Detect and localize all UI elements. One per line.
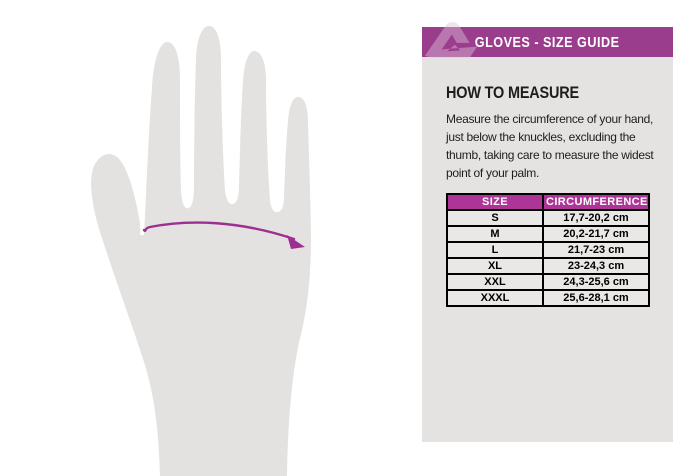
circumference-cell: 20,2-21,7 cm [542,225,650,243]
size-cell: XXL [446,273,544,291]
table-header-row: SIZE CIRCUMFERENCE [446,193,650,211]
table-row: L 21,7-23 cm [446,241,650,259]
size-cell: S [446,209,544,227]
table-row: S 17,7-20,2 cm [446,209,650,227]
circumference-cell: 21,7-23 cm [542,241,650,259]
circumference-cell: 17,7-20,2 cm [542,209,650,227]
size-guide-panel: GLOVES - SIZE GUIDE HOW TO MEASURE Measu… [422,21,673,442]
size-guide-header: GLOVES - SIZE GUIDE [422,21,673,58]
size-table: SIZE CIRCUMFERENCE S 17,7-20,2 cm M 20,2… [446,193,650,307]
column-header-size: SIZE [446,193,544,211]
circumference-arrowhead-icon [287,235,305,249]
size-guide-body: HOW TO MEASURE Measure the circumference… [422,57,673,442]
page-title: GLOVES - SIZE GUIDE [475,33,620,51]
size-cell: M [446,225,544,243]
circumference-cell: 24,3-25,6 cm [542,273,650,291]
size-cell: XXXL [446,289,544,307]
hand-measure-illustration [60,0,380,476]
circumference-cell: 25,6-28,1 cm [542,289,650,307]
table-row: XXXL 25,6-28,1 cm [446,289,650,307]
table-row: XXL 24,3-25,6 cm [446,273,650,291]
open-hand-silhouette-icon [91,26,311,476]
circumference-cell: 23-24,3 cm [542,257,650,275]
size-cell: XL [446,257,544,275]
brand-a-swoosh-logo-icon [424,21,478,58]
column-header-circumference: CIRCUMFERENCE [542,193,650,211]
hand-illustration-svg [91,26,311,476]
circumference-measure-arrow [142,221,296,241]
size-cell: L [446,241,544,259]
table-row: M 20,2-21,7 cm [446,225,650,243]
how-to-measure-title: HOW TO MEASURE [446,83,580,102]
table-row: XL 23-24,3 cm [446,257,650,275]
how-to-measure-text: Measure the circumference of your hand, … [446,112,654,180]
